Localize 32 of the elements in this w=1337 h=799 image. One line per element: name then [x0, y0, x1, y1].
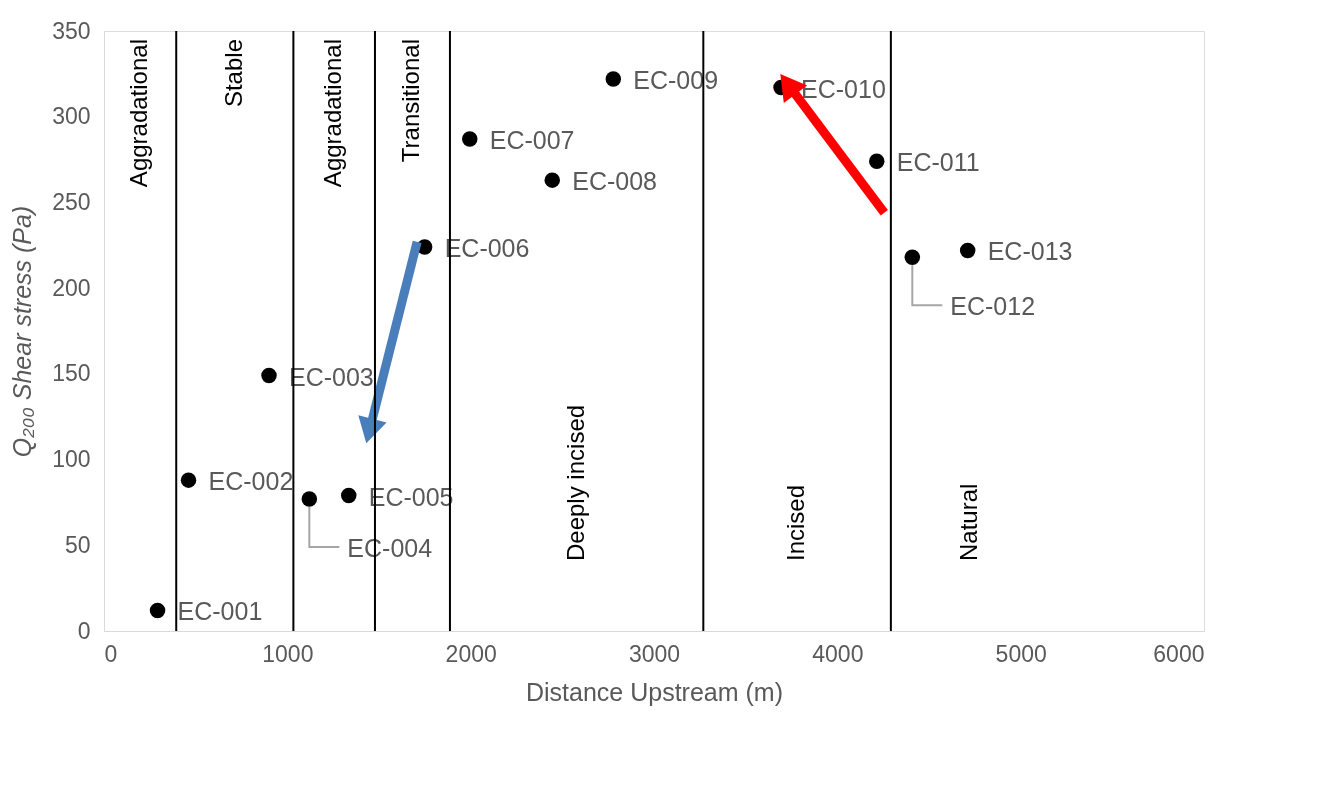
annotation: Natural: [954, 483, 982, 561]
data-label: EC-012: [950, 292, 1036, 321]
x-tick-label: 2000: [445, 640, 497, 667]
annotation: Stable: [219, 39, 247, 108]
y-tick-label: 50: [64, 531, 91, 558]
y-tick-label: 350: [52, 17, 91, 44]
y-tick-label: 250: [52, 188, 91, 215]
data-label: EC-001: [177, 597, 263, 626]
y-tick-label: 0: [77, 617, 91, 644]
x-tick-label: 6000: [1153, 640, 1205, 667]
y-tick-label: 200: [52, 274, 91, 301]
y-tick-label: 150: [52, 360, 91, 387]
data-label: EC-010: [801, 74, 886, 103]
x-tick-label: 3000: [628, 640, 681, 667]
annotation: Deeply incised: [561, 404, 589, 561]
y-axis-title: Q₂₀₀ Shear stress (Pa): [8, 205, 37, 458]
annotation: Incised: [782, 484, 810, 561]
data-label: EC-008: [572, 167, 658, 196]
x-axis-title: Distance Upstream (m): [526, 677, 783, 706]
y-tick-label: 100: [52, 446, 91, 473]
annotation: Aggradational: [319, 39, 347, 188]
y-tick-label: 300: [52, 103, 91, 130]
annotation: Aggradational: [125, 39, 153, 188]
data-label: EC-013: [987, 237, 1073, 266]
annotation: Transitional: [397, 39, 425, 163]
data-label: EC-007: [489, 126, 575, 154]
x-tick-label: 4000: [812, 640, 864, 667]
data-label: EC-011: [896, 148, 980, 177]
data-label: EC-002: [208, 467, 294, 496]
x-tick-label: 0: [104, 640, 118, 667]
x-tick-label: 5000: [995, 640, 1047, 667]
x-tick-label: 1000: [262, 640, 314, 667]
